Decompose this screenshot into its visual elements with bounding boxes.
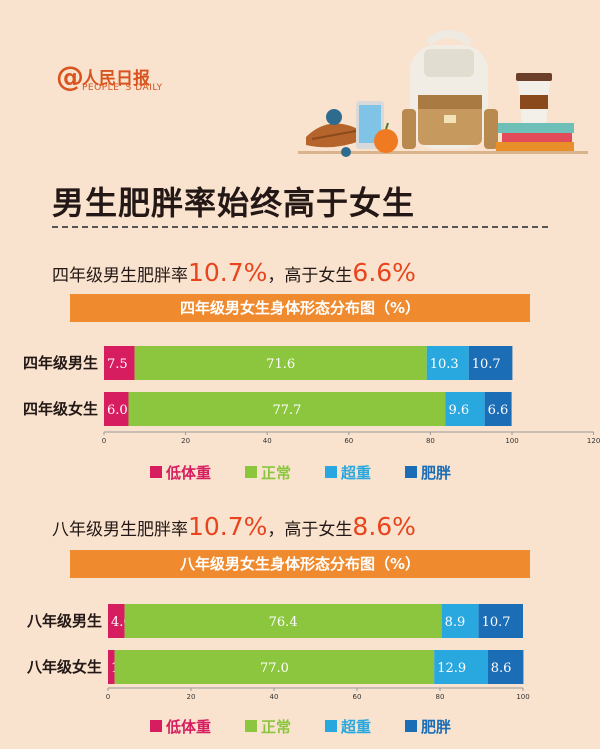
grade8-summary: 八年级男生肥胖率10.7%，高于女生8.6% bbox=[52, 512, 416, 541]
category-label: 四年级女生 bbox=[23, 400, 98, 418]
grade4-summary-prefix: 四年级男生肥胖率 bbox=[52, 266, 188, 286]
legend-swatch-obese bbox=[405, 720, 418, 732]
bar-segment-obese bbox=[478, 604, 523, 638]
x-tick-label: 80 bbox=[426, 437, 435, 445]
data-label-normal: 76.4 bbox=[269, 615, 298, 630]
grade8-girl-obesity-rate: 8.6% bbox=[352, 512, 416, 541]
books-icon bbox=[496, 123, 574, 151]
bar-segment-overweight bbox=[426, 346, 469, 380]
legend-item-obese: 肥胖 bbox=[405, 462, 451, 482]
legend-item-overweight: 超重 bbox=[325, 462, 371, 482]
legend-swatch-overweight bbox=[325, 466, 338, 478]
orange-icon bbox=[374, 122, 398, 153]
legend-swatch-underweight bbox=[150, 466, 162, 478]
data-label-normal: 77.7 bbox=[273, 403, 302, 418]
data-label-overweight: 9.6 bbox=[448, 403, 469, 418]
x-tick-label: 100 bbox=[505, 437, 518, 445]
bar-segment-overweight bbox=[441, 604, 479, 638]
bar-segment-overweight bbox=[434, 650, 488, 684]
grade4-summary-mid: ，高于女生 bbox=[267, 266, 353, 286]
legend-label-obese: 肥胖 bbox=[421, 463, 452, 482]
x-tick-label: 40 bbox=[263, 437, 272, 445]
x-tick-label: 60 bbox=[344, 437, 353, 445]
category-label: 八年级男生 bbox=[26, 612, 102, 630]
legend-swatch-underweight bbox=[150, 720, 162, 732]
x-tick-label: 0 bbox=[102, 437, 106, 445]
bar-segment-obese bbox=[468, 346, 513, 380]
data-label-underweight: 6.0 bbox=[107, 403, 128, 418]
grade8-legend: 低体重 正常 超重 肥胖 bbox=[150, 716, 480, 736]
bar-segment-underweight bbox=[104, 392, 129, 426]
bar-segment-underweight bbox=[104, 346, 135, 380]
data-label-overweight: 8.9 bbox=[445, 615, 466, 630]
ground-line bbox=[298, 151, 588, 154]
data-label-obese: 6.6 bbox=[488, 403, 509, 418]
skateboard-icon bbox=[306, 109, 360, 157]
grade4-summary: 四年级男生肥胖率10.7%，高于女生6.6% bbox=[52, 258, 416, 287]
legend-label-normal: 正常 bbox=[261, 463, 292, 482]
data-label-underweight: 7.5 bbox=[107, 357, 128, 372]
x-tick-label: 20 bbox=[187, 693, 196, 701]
logo-chinese-name: 人民日报 bbox=[82, 69, 150, 89]
legend-swatch-normal bbox=[245, 720, 258, 732]
grade8-summary-prefix: 八年级男生肥胖率 bbox=[52, 520, 188, 540]
grade4-chart-title: 四年级男女生身体形态分布图（%） bbox=[70, 294, 530, 322]
grade4-girl-obesity-rate: 6.6% bbox=[352, 258, 416, 287]
legend-label-underweight: 低体重 bbox=[166, 463, 212, 482]
x-tick-label: 60 bbox=[353, 693, 362, 701]
data-label-obese: 10.7 bbox=[472, 357, 501, 372]
legend-swatch-obese bbox=[405, 466, 418, 478]
data-label-obese: 8.6 bbox=[491, 661, 512, 676]
legend-item-underweight: 低体重 bbox=[150, 716, 211, 736]
category-label: 四年级男生 bbox=[23, 354, 98, 372]
logo-at-symbol: @ bbox=[56, 60, 84, 93]
grade8-boy-obesity-rate: 10.7% bbox=[188, 512, 268, 541]
bar-segment-underweight bbox=[108, 650, 115, 684]
school-items-illustration bbox=[298, 30, 588, 157]
bar-segment-underweight bbox=[108, 604, 125, 638]
x-tick-label: 120 bbox=[587, 437, 600, 445]
title-dashed-divider bbox=[52, 226, 548, 228]
data-label-overweight: 12.9 bbox=[437, 661, 466, 676]
coffee-cup-icon bbox=[516, 73, 552, 123]
legend-item-normal: 正常 bbox=[245, 462, 291, 482]
x-tick-label: 20 bbox=[181, 437, 190, 445]
grade8-stacked-bar-chart: 八年级男生4.076.48.910.7八年级女生1.677.012.98.602… bbox=[26, 604, 530, 701]
grade8-chart-title: 八年级男女生身体形态分布图（%） bbox=[70, 550, 530, 578]
legend-item-normal: 正常 bbox=[245, 716, 291, 736]
legend-item-underweight: 低体重 bbox=[150, 462, 211, 482]
bar-segment-normal bbox=[134, 346, 427, 380]
data-label-normal: 71.6 bbox=[266, 357, 295, 372]
legend-label-obese: 肥胖 bbox=[421, 717, 452, 736]
category-label: 八年级女生 bbox=[26, 658, 102, 676]
x-tick-label: 40 bbox=[270, 693, 279, 701]
bar-segment-normal bbox=[124, 604, 442, 638]
legend-label-underweight: 低体重 bbox=[166, 717, 212, 736]
legend-swatch-normal bbox=[245, 466, 258, 478]
data-label-obese: 10.7 bbox=[482, 615, 511, 630]
x-tick-label: 0 bbox=[106, 693, 110, 701]
data-label-overweight: 10.3 bbox=[430, 357, 459, 372]
legend-label-overweight: 超重 bbox=[341, 717, 372, 736]
grade4-stacked-bar-chart: 四年级男生 7.5 71.6 10.3 10.7 四年级女生 6.0 77.7 9.6 6.6 0 2… bbox=[23, 346, 600, 445]
legend-item-obese: 肥胖 bbox=[405, 716, 451, 736]
bar-segment-overweight bbox=[445, 392, 485, 426]
legend-label-overweight: 超重 bbox=[341, 463, 372, 482]
bar-segment-normal bbox=[128, 392, 446, 426]
legend-label-normal: 正常 bbox=[261, 717, 292, 736]
grade4-legend: 低体重 正常 超重 肥胖 bbox=[150, 462, 480, 482]
x-tick-label: 80 bbox=[436, 693, 445, 701]
main-title: 男生肥胖率始终高于女生 bbox=[52, 184, 416, 222]
grade4-boy-obesity-rate: 10.7% bbox=[188, 258, 268, 287]
grade8-summary-mid: ，高于女生 bbox=[267, 520, 353, 540]
bar-segment-obese bbox=[487, 650, 524, 684]
legend-item-overweight: 超重 bbox=[325, 716, 371, 736]
legend-swatch-overweight bbox=[325, 720, 338, 732]
data-label-normal: 77.0 bbox=[260, 661, 289, 676]
x-tick-label: 100 bbox=[516, 693, 529, 701]
backpack-icon bbox=[402, 30, 498, 149]
bar-segment-normal bbox=[114, 650, 435, 684]
logo-english-name: PEOPLE' S DAILY bbox=[82, 83, 163, 93]
bar-segment-obese bbox=[484, 392, 512, 426]
